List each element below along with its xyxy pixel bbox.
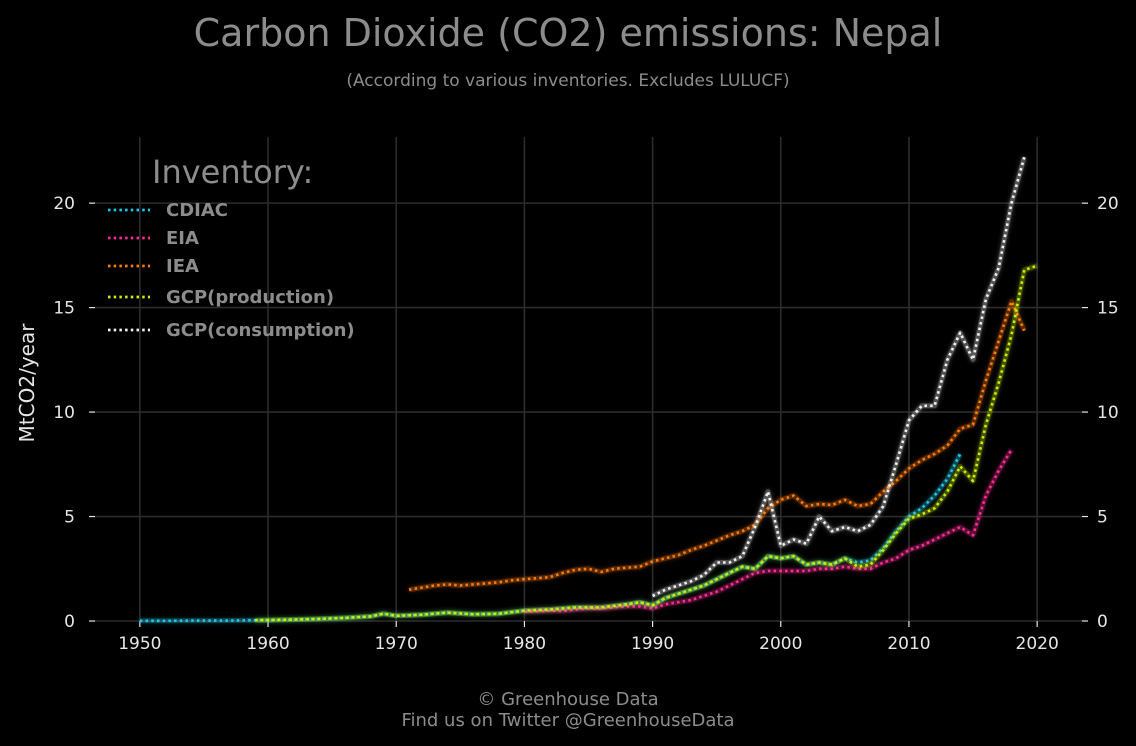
legend: Inventory: CDIAC EIA IEA GCP(production) GCP… [108, 153, 355, 341]
y-tick-label-right: 20 [1097, 194, 1119, 214]
x-tick-label: 2020 [1016, 634, 1059, 654]
chart-title: Carbon Dioxide (CO2) emissions: Nepal [194, 11, 943, 55]
x-tick-label: 1960 [246, 634, 289, 654]
series-lines [139, 156, 1038, 624]
series-line [652, 156, 1026, 598]
y-tick-label-right: 15 [1097, 299, 1119, 319]
series-glow [139, 452, 963, 624]
y-tick-label-left: 0 [64, 612, 75, 632]
y-tick-label-left: 20 [53, 194, 75, 214]
y-tick-label-right: 5 [1097, 508, 1108, 528]
twitter-caption: Find us on Twitter @GreenhouseData [401, 710, 734, 731]
y-tick-label-left: 5 [64, 508, 75, 528]
y-tick-label-left: 10 [53, 403, 75, 423]
y-axis-label: MtCO2/year [15, 323, 39, 443]
series-line [255, 264, 1038, 622]
chart-subtitle: (According to various inventories. Exclu… [346, 71, 789, 91]
legend-label: GCP(production) [166, 287, 334, 308]
copyright-caption: © Greenhouse Data [477, 689, 658, 710]
series-line [139, 453, 962, 623]
grid [95, 137, 1082, 622]
legend-label: IEA [166, 256, 199, 277]
x-tick-label: 1990 [631, 634, 674, 654]
series-glow [255, 263, 1038, 623]
x-tick-label: 1950 [118, 634, 161, 654]
x-tick-label: 2010 [887, 634, 930, 654]
x-tick-label: 2000 [759, 634, 802, 654]
x-tick-label: 1980 [503, 634, 546, 654]
legend-title: Inventory: [152, 153, 313, 191]
legend-label: EIA [166, 228, 199, 249]
series-glow [524, 448, 1014, 615]
legend-label: GCP(consumption) [166, 320, 355, 341]
y-tick-label-left: 15 [53, 299, 75, 319]
y-tick-label-right: 0 [1097, 612, 1108, 632]
x-tick-label: 1970 [375, 634, 418, 654]
series-glow [408, 298, 1027, 593]
legend-label: CDIAC [166, 200, 228, 221]
y-tick-label-right: 10 [1097, 403, 1119, 423]
series-line [408, 299, 1026, 591]
series-line [524, 449, 1013, 613]
